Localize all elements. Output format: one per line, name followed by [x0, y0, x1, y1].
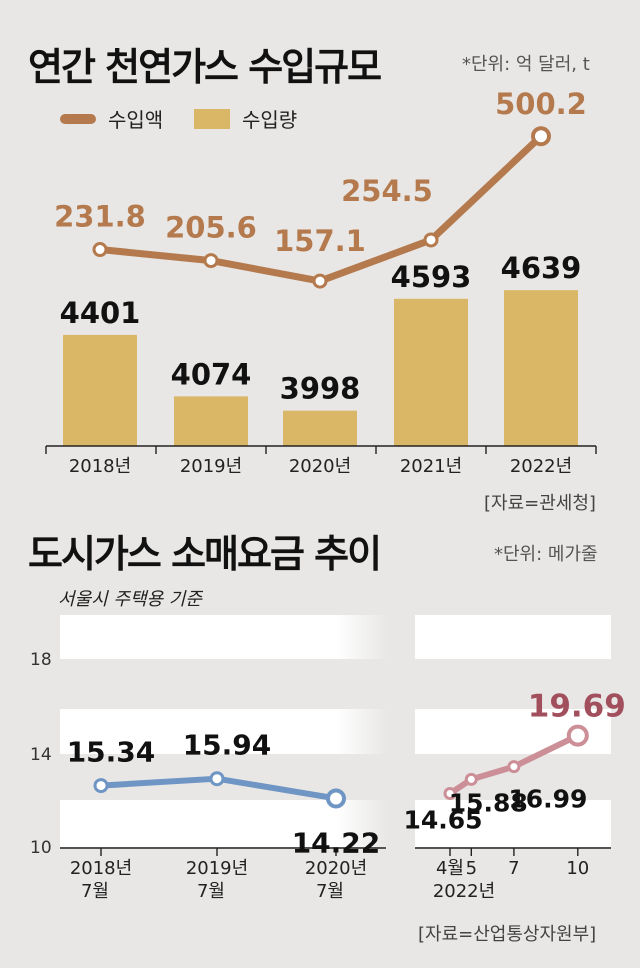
- import-volume-label: 4639: [501, 251, 582, 285]
- chart1-unit-note: *단위: 억 달러, t: [462, 54, 590, 75]
- y-tick-label: 18: [30, 650, 52, 670]
- import-volume-bar-2021년: [394, 298, 468, 446]
- grid-band-right: [415, 615, 611, 659]
- retail-price-point: [326, 788, 346, 809]
- import-value-label: 157.1: [274, 224, 366, 258]
- chart1-source: [자료=관세청]: [484, 493, 596, 514]
- x-tick-label: 2018년: [69, 456, 131, 477]
- retail-price-point: [507, 760, 521, 774]
- import-value-point: [423, 232, 439, 248]
- import-value-point: [92, 242, 108, 258]
- x-tick-label-month: 7월: [316, 881, 344, 902]
- x-year-label: 2022년: [433, 881, 495, 902]
- grid-band-left: [60, 800, 386, 847]
- chart2-title: 도시가스 소매요금 추이: [28, 532, 382, 576]
- retail-price-label: 14.65: [403, 806, 482, 835]
- retail-price-label: 15.88: [449, 788, 528, 817]
- x-tick-label: 7: [508, 858, 519, 879]
- import-volume-bar-2022년: [504, 290, 578, 446]
- x-tick-label: 2019년: [180, 456, 242, 477]
- grid-band-left: [60, 615, 386, 659]
- chart2-unit-note: *단위: 메가줄: [494, 544, 598, 565]
- import-value-label: 254.5: [341, 174, 433, 208]
- import-value-point: [203, 253, 219, 269]
- grid-band-left: [60, 709, 386, 754]
- x-tick-label: 2020년: [289, 456, 351, 477]
- retail-price-point: [443, 787, 457, 801]
- retail-price-label: 16.99: [508, 785, 587, 814]
- legend-import-value: 수입액: [60, 104, 163, 133]
- retail-price-line-2022: [448, 732, 580, 797]
- import-value-point: [531, 126, 551, 147]
- import-volume-label: 4074: [171, 357, 252, 391]
- import-scale-chart: 4401 4074 3998 4593 4639 2018년 2019년 2020년 2021년…: [45, 87, 597, 477]
- y-tick-label: 10: [30, 838, 52, 858]
- import-value-point: [312, 273, 328, 289]
- chart2-subtitle: 서울시 주택용 기준: [58, 589, 202, 610]
- legend-bar-swatch: [194, 108, 230, 129]
- x-tick-label-year: 2018년: [70, 858, 132, 879]
- x-tick-label-month: 7월: [197, 881, 225, 902]
- import-value-label: 205.6: [165, 211, 257, 245]
- import-volume-bar-2018년: [63, 334, 137, 446]
- retail-price-point: [566, 724, 589, 747]
- retail-price-point: [93, 778, 109, 794]
- x-tick-label: 10: [566, 858, 589, 879]
- import-volume-bar-2020년: [283, 410, 357, 446]
- retail-price-label: 19.69: [528, 689, 626, 725]
- fade-overlay: [336, 612, 388, 852]
- x-tick-label: 5: [466, 858, 477, 879]
- grid-band-right: [415, 800, 611, 847]
- x-tick-label: 4월: [436, 858, 464, 879]
- x-tick-label: 2021년: [400, 456, 462, 477]
- retail-price-label: 14.22: [292, 826, 381, 859]
- x-tick-label-month: 7월: [81, 881, 109, 902]
- import-value-label: 500.2: [495, 87, 587, 121]
- import-value-label: 231.8: [54, 200, 146, 234]
- chart1-title: 연간 천연가스 수입규모: [28, 45, 382, 89]
- legend-line-swatch: [60, 113, 96, 124]
- legend-import-value-label: 수입액: [108, 108, 164, 132]
- import-volume-label: 3998: [280, 372, 361, 406]
- retail-price-point: [464, 772, 478, 786]
- y-tick-label: 14: [30, 745, 52, 765]
- legend-import-volume-label: 수입량: [242, 108, 298, 132]
- import-volume-label: 4593: [391, 260, 472, 294]
- chart2-source: [자료=산업통상자원부]: [418, 924, 597, 945]
- retail-price-label: 15.34: [67, 736, 156, 769]
- x-tick-label-year: 2020년: [305, 858, 367, 879]
- import-volume-label: 4401: [60, 296, 141, 330]
- retail-price-label: 15.94: [183, 729, 272, 762]
- x-tick-label-year: 2019년: [186, 858, 248, 879]
- legend-import-volume: 수입량: [194, 104, 297, 133]
- import-volume-bar-2019년: [174, 396, 248, 446]
- retail-price-point: [209, 771, 225, 787]
- x-tick-label: 2022년: [510, 456, 572, 477]
